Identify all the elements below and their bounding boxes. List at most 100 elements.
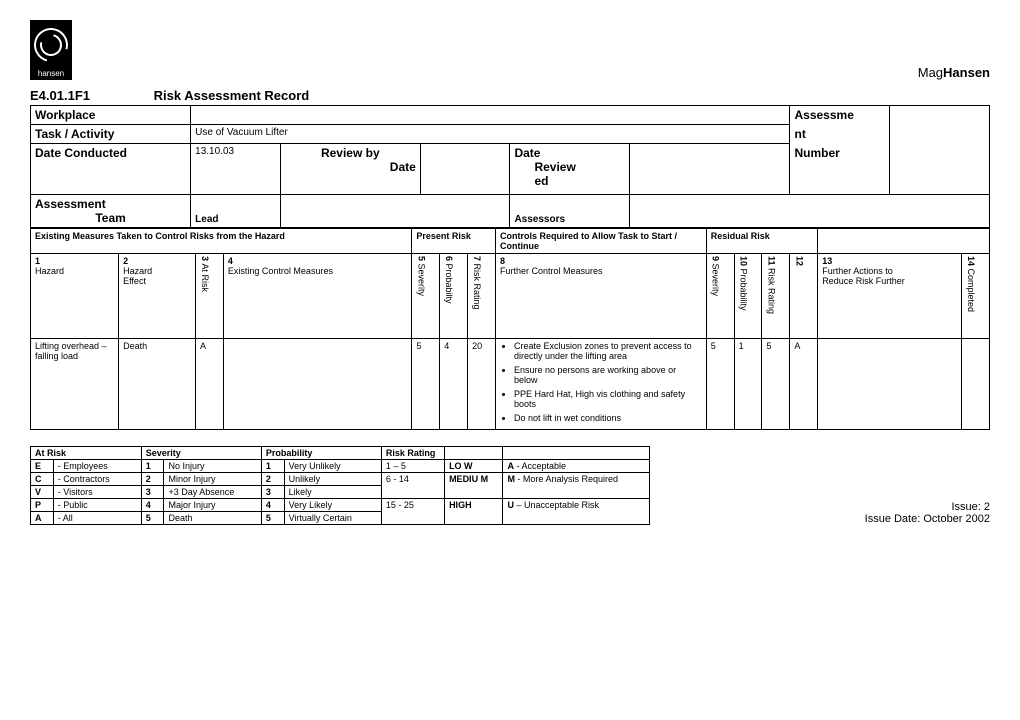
s3n: 3 bbox=[146, 487, 151, 497]
p-code: P bbox=[35, 500, 41, 510]
c-label: - Contractors bbox=[53, 473, 141, 486]
legend-table: At Risk Severity Probability Risk Rating… bbox=[30, 446, 650, 525]
lead-value bbox=[280, 195, 510, 228]
row-completed bbox=[962, 339, 990, 430]
lh-blank1 bbox=[445, 447, 503, 460]
lh-rating: Risk Rating bbox=[381, 447, 444, 460]
issue-line1: Issue: 2 bbox=[865, 501, 990, 513]
p4n: 4 bbox=[266, 500, 271, 510]
doc-title: Risk Assessment Record bbox=[154, 88, 310, 103]
c13b: Reduce Risk Further bbox=[822, 276, 905, 286]
brand-bold: Hansen bbox=[943, 65, 990, 80]
s1: No Injury bbox=[164, 460, 261, 473]
p5n: 5 bbox=[266, 513, 271, 523]
c4n: 4 bbox=[228, 256, 233, 266]
task-value: Use of Vacuum Lifter bbox=[191, 125, 790, 144]
r2dc: M bbox=[507, 474, 515, 484]
c12n: 12 bbox=[794, 256, 804, 266]
r1: 1 – 5 bbox=[381, 460, 444, 473]
logo: hansen bbox=[30, 20, 72, 80]
section-blank bbox=[818, 229, 990, 254]
c6l: Probabilty bbox=[444, 264, 454, 304]
assessment-label-a: Assessme bbox=[790, 106, 890, 125]
team-a: Assessment bbox=[35, 197, 106, 211]
lh-atrisk: At Risk bbox=[31, 447, 142, 460]
doc-code: E4.01.1F1 bbox=[30, 88, 90, 103]
c7: 7 Risk Rating bbox=[468, 254, 496, 339]
date-conducted-value: 13.10.03 bbox=[191, 144, 281, 195]
issue-block: Issue: 2 Issue Date: October 2002 bbox=[865, 501, 990, 525]
s5: Death bbox=[164, 512, 261, 525]
s3: +3 Day Absence bbox=[164, 486, 261, 499]
p1n: 1 bbox=[266, 461, 271, 471]
dr-c: ed bbox=[534, 174, 548, 188]
row-further bbox=[818, 339, 962, 430]
row-rating: 20 bbox=[468, 339, 496, 430]
c13: 13Further Actions toReduce Risk Further bbox=[818, 254, 962, 339]
header-table: Workplace Assessme Task / Activity Use o… bbox=[30, 105, 990, 228]
p2: Unlikely bbox=[284, 473, 381, 486]
logo-swirl-icon bbox=[28, 22, 74, 68]
c11n: 11 bbox=[766, 256, 776, 266]
r2c: MEDIU M bbox=[449, 474, 488, 484]
c8n: 8 bbox=[500, 256, 505, 266]
c9n: 9 bbox=[711, 256, 721, 261]
c5n: 5 bbox=[416, 256, 426, 261]
review-by-a: Review by bbox=[321, 146, 380, 160]
s2n: 2 bbox=[146, 474, 151, 484]
section-residual: Residual Risk bbox=[706, 229, 818, 254]
section-existing: Existing Measures Taken to Control Risks… bbox=[31, 229, 412, 254]
c7l: Risk Rating bbox=[472, 264, 482, 310]
brand-name: MagHansen bbox=[918, 65, 990, 80]
c14: 14 Completed bbox=[962, 254, 990, 339]
c2b: Effect bbox=[123, 276, 146, 286]
c2n: 2 bbox=[123, 256, 128, 266]
task-label: Task / Activity bbox=[31, 125, 191, 144]
c11: 11 Risk Rating bbox=[762, 254, 790, 339]
a-label: - All bbox=[53, 512, 141, 525]
r1d: - Acceptable bbox=[514, 461, 566, 471]
review-by-value bbox=[420, 144, 510, 195]
list-item: Do not lift in wet conditions bbox=[514, 413, 702, 423]
dr-b: Review bbox=[534, 160, 575, 174]
p5: Virtually Certain bbox=[284, 512, 381, 525]
c9l: Severity bbox=[711, 264, 721, 297]
lh-severity: Severity bbox=[141, 447, 261, 460]
lead-label: Lead bbox=[191, 195, 281, 228]
r2: 6 - 14 bbox=[381, 473, 444, 499]
section-present: Present Risk bbox=[412, 229, 496, 254]
row-existing bbox=[223, 339, 411, 430]
issue-line2: Issue Date: October 2002 bbox=[865, 513, 990, 525]
c11l: Risk Rating bbox=[766, 268, 776, 314]
v-label: - Visitors bbox=[53, 486, 141, 499]
team-b: Team bbox=[95, 211, 125, 225]
c12: 12 bbox=[790, 254, 818, 339]
c1n: 1 bbox=[35, 256, 40, 266]
legend-wrap: At Risk Severity Probability Risk Rating… bbox=[30, 446, 990, 525]
r1c: LO W bbox=[449, 461, 473, 471]
lh-prob: Probability bbox=[261, 447, 381, 460]
e-label: - Employees bbox=[53, 460, 141, 473]
row-hazard: Lifting overhead – falling load bbox=[31, 339, 119, 430]
c1: 1Hazard bbox=[31, 254, 119, 339]
workplace-label: Workplace bbox=[31, 106, 191, 125]
row-rprob: 1 bbox=[734, 339, 762, 430]
review-by-label: Review by Date bbox=[280, 144, 420, 195]
assessors-label: Assessors bbox=[510, 195, 630, 228]
list-item: Ensure no persons are working above or b… bbox=[514, 365, 702, 385]
date-reviewed-label: Date Review ed bbox=[510, 144, 630, 195]
row-rrating: 5 bbox=[762, 339, 790, 430]
p2n: 2 bbox=[266, 474, 271, 484]
c14l: Completed bbox=[966, 269, 976, 313]
p-label: - Public bbox=[53, 499, 141, 512]
c10l: Probability bbox=[739, 269, 749, 311]
team-label: Assessment Team bbox=[31, 195, 191, 228]
row-prob: 4 bbox=[440, 339, 468, 430]
assessors-value bbox=[630, 195, 990, 228]
lh-blank2 bbox=[503, 447, 650, 460]
r3c: HIGH bbox=[449, 500, 472, 510]
r2d: - More Analysis Required bbox=[515, 474, 618, 484]
s4: Major Injury bbox=[164, 499, 261, 512]
date-conducted-label: Date Conducted bbox=[31, 144, 191, 195]
e-code: E bbox=[35, 461, 41, 471]
